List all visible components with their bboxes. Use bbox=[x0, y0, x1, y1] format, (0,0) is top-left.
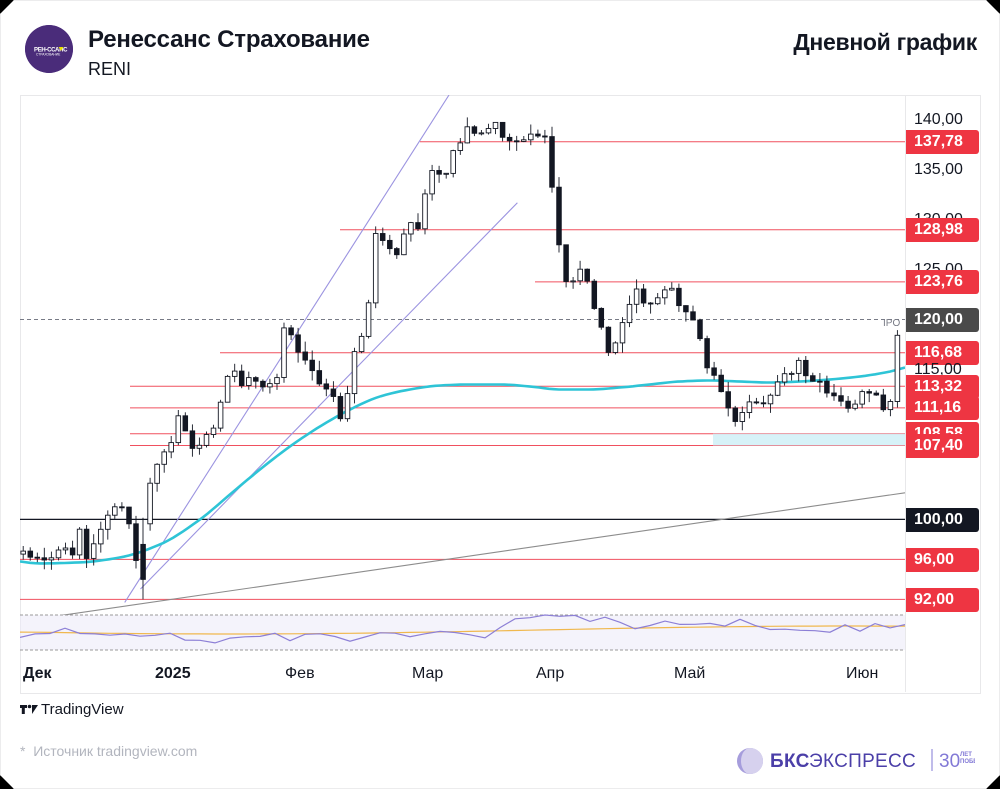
svg-text:СТРАХОВАНИЕ: СТРАХОВАНИЕ bbox=[36, 53, 61, 57]
svg-text:30: 30 bbox=[939, 751, 960, 772]
svg-text:БКС: БКС bbox=[770, 751, 810, 772]
svg-text:IPO: IPO bbox=[883, 318, 900, 329]
svg-text:ЛЕТ: ЛЕТ bbox=[960, 752, 972, 758]
svg-text:ЭКСПРЕСС: ЭКСПРЕСС bbox=[809, 751, 916, 772]
svg-text:ПОБЕД: ПОБЕД bbox=[960, 759, 975, 765]
